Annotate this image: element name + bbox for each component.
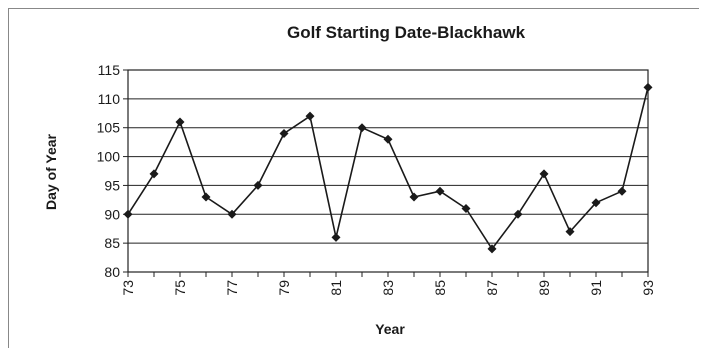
chart-frame — [8, 8, 699, 348]
axes — [127, 69, 649, 273]
chart-title: Golf Starting Date-Blackhawk — [287, 23, 526, 42]
y-ticks: 80 85 90 95 100 105 110 115 — [97, 62, 128, 280]
data-point — [591, 198, 601, 208]
x-tick-label: 87 — [484, 280, 500, 296]
data-point — [331, 232, 341, 242]
x-ticks: 73 75 77 79 81 83 85 87 89 91 93 — [120, 272, 656, 296]
y-axis-label: Day of Year — [43, 133, 59, 210]
x-tick-label: 75 — [172, 280, 188, 296]
x-tick-label: 81 — [328, 280, 344, 296]
x-tick-label: 93 — [640, 280, 656, 296]
x-tick-label: 79 — [276, 280, 292, 296]
data-point — [539, 169, 549, 179]
x-tick-label: 91 — [588, 280, 604, 296]
series-line — [127, 87, 649, 250]
gridlines — [128, 69, 648, 273]
data-point — [643, 82, 653, 92]
y-tick-label: 85 — [104, 235, 120, 251]
y-tick-label: 95 — [104, 177, 120, 193]
x-tick-label: 89 — [536, 280, 552, 296]
y-tick-label: 115 — [98, 62, 121, 78]
data-point — [461, 204, 471, 214]
plot-area-border — [127, 69, 649, 273]
data-point — [305, 111, 315, 121]
data-point — [227, 209, 237, 219]
data-point — [435, 186, 445, 196]
data-point — [617, 186, 627, 196]
data-points — [123, 82, 653, 254]
data-point — [409, 192, 419, 202]
data-point — [487, 244, 497, 254]
x-tick-label: 85 — [432, 280, 448, 296]
data-point — [279, 128, 289, 138]
y-tick-label: 90 — [104, 206, 120, 222]
x-tick-label: 77 — [224, 280, 240, 296]
x-tick-label: 73 — [120, 280, 136, 296]
data-point — [201, 192, 211, 202]
data-point — [123, 209, 133, 219]
data-point — [513, 209, 523, 219]
y-tick-label: 105 — [97, 120, 121, 136]
data-point — [565, 227, 575, 237]
data-point — [253, 180, 263, 190]
y-tick-label: 110 — [98, 91, 121, 107]
data-point — [175, 117, 185, 127]
x-axis-label: Year — [375, 321, 405, 337]
series-path — [127, 87, 649, 250]
y-tick-label: 80 — [104, 264, 120, 280]
data-point — [383, 134, 393, 144]
x-tick-label: 83 — [380, 280, 396, 296]
data-point — [357, 123, 367, 133]
y-tick-label: 100 — [97, 149, 121, 165]
data-point — [149, 169, 159, 179]
